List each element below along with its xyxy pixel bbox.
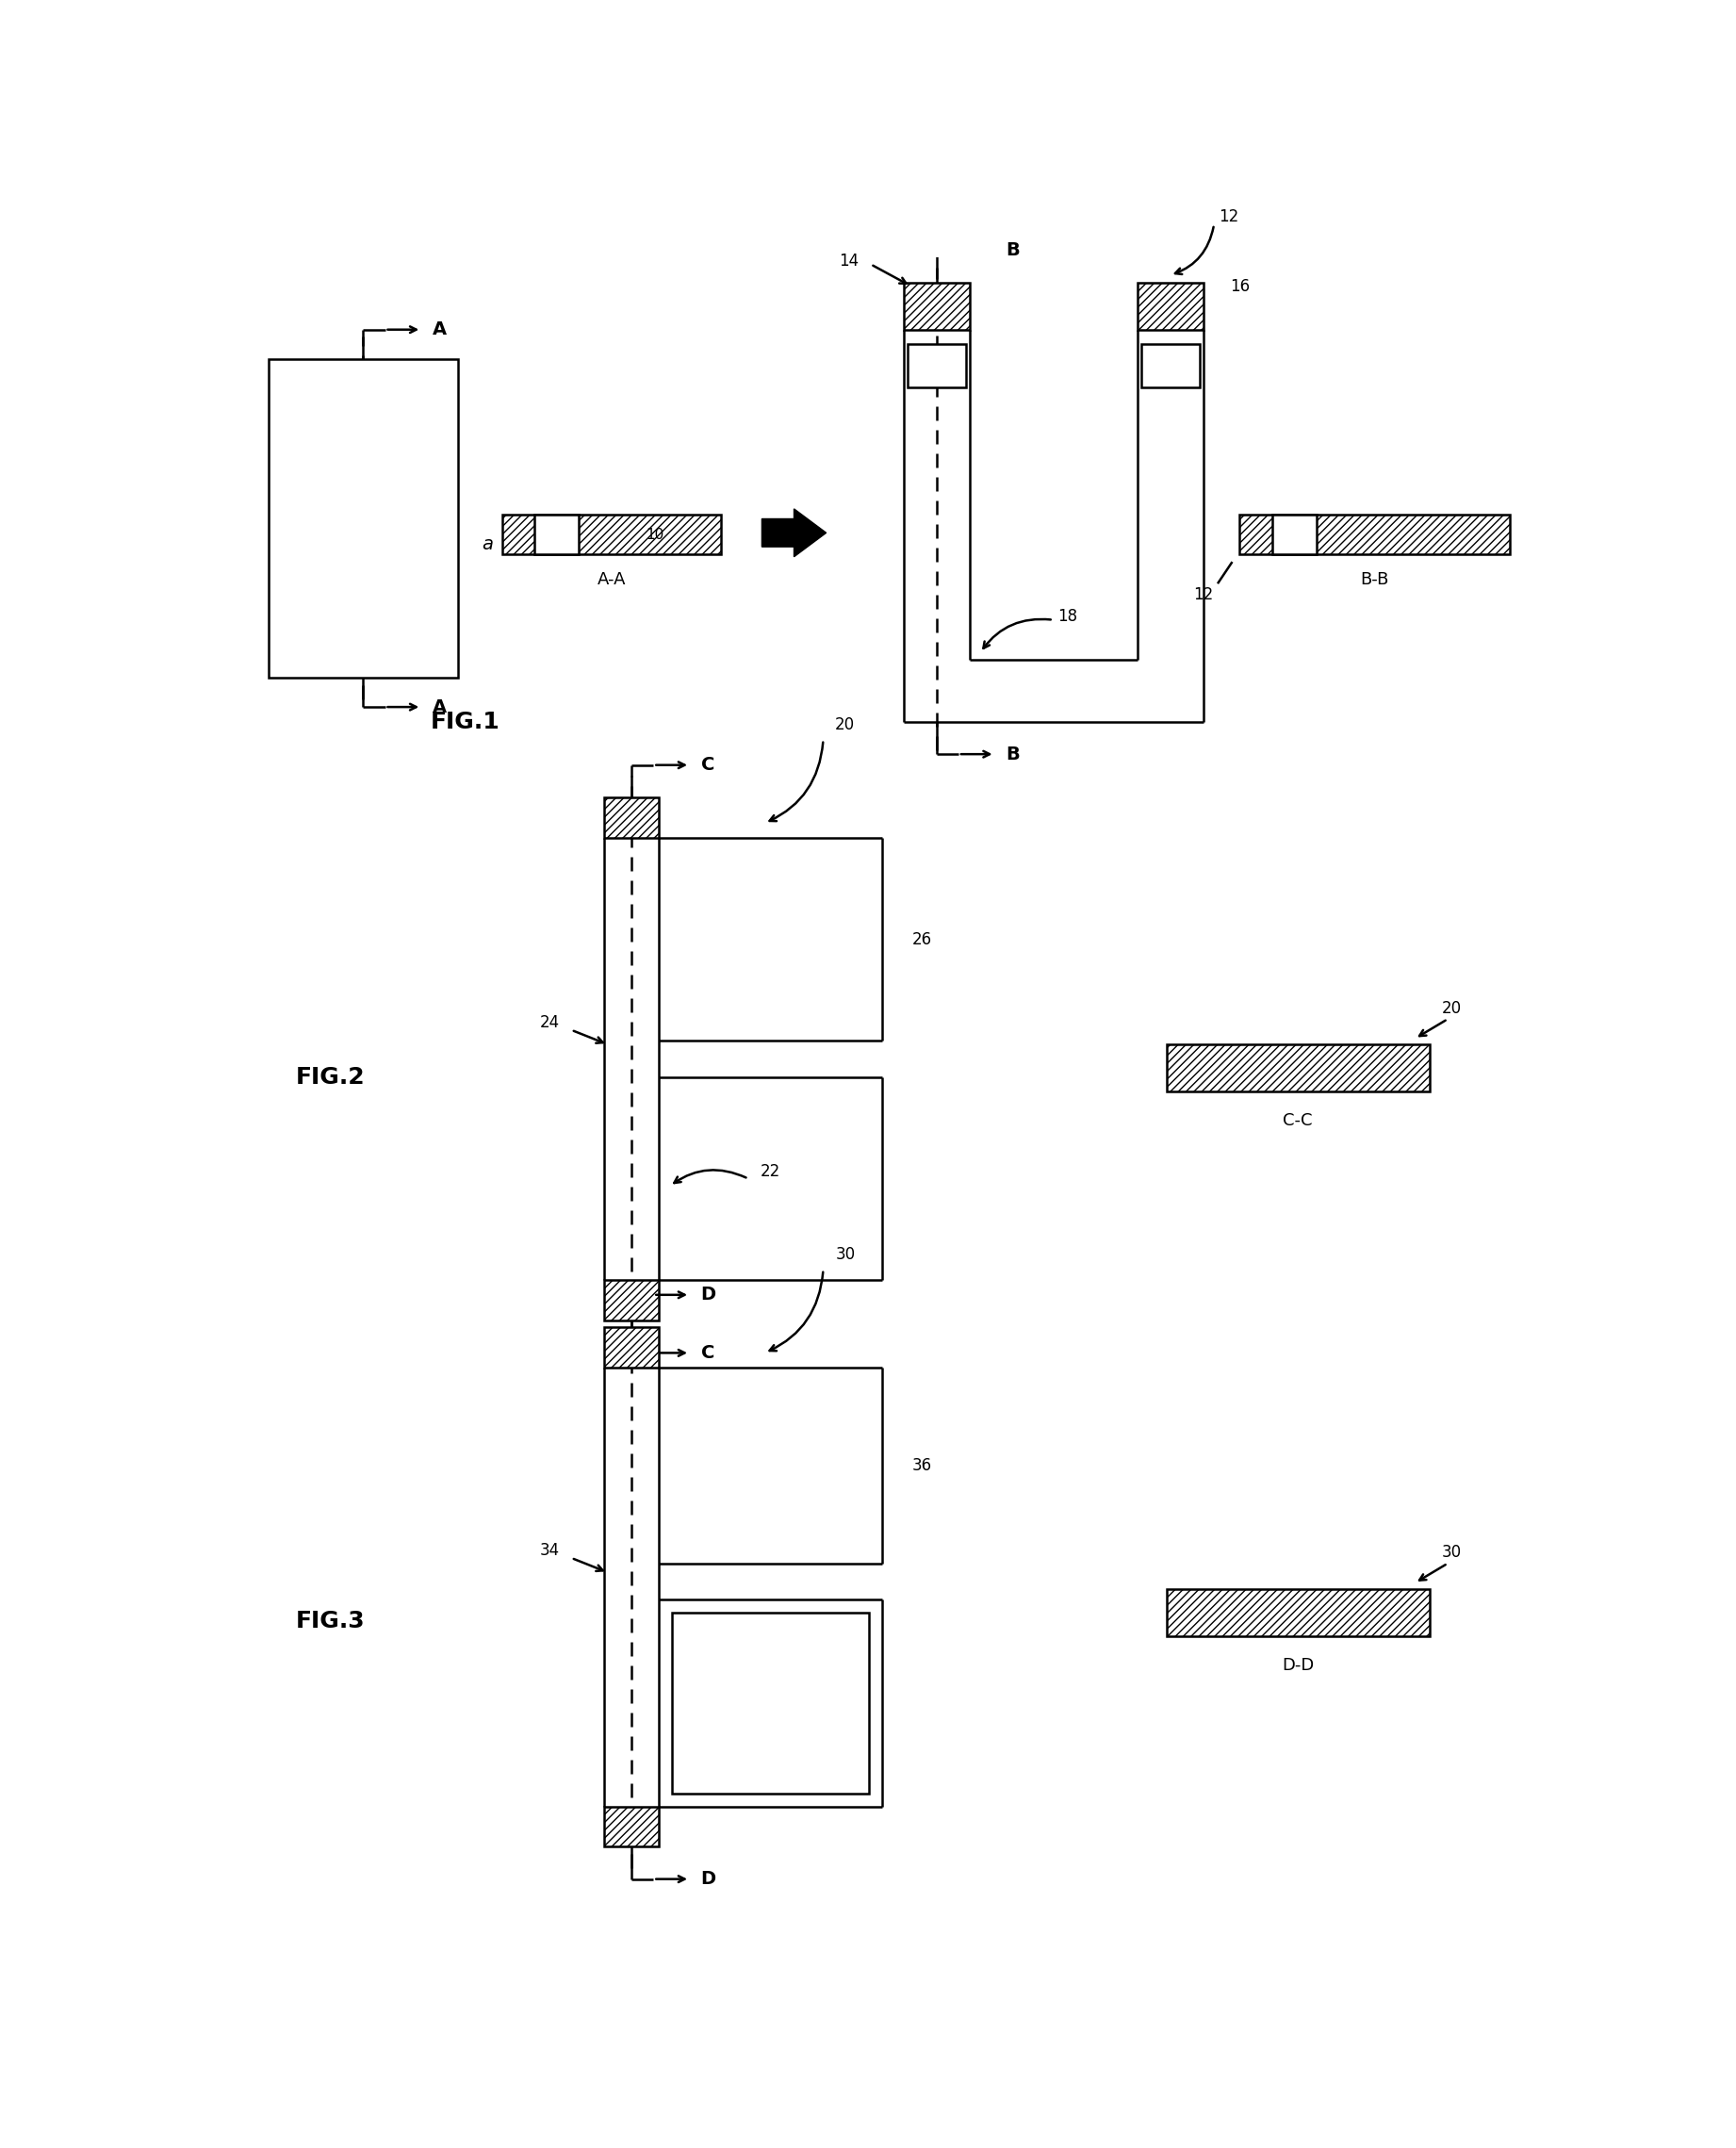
- Bar: [672, 1613, 868, 1794]
- Text: D-D: D-D: [1281, 1656, 1314, 1673]
- Text: 12: 12: [1193, 586, 1213, 604]
- Text: 14: 14: [838, 251, 859, 268]
- Text: C: C: [701, 756, 715, 773]
- Bar: [535, 516, 578, 554]
- Text: C: C: [701, 1345, 715, 1362]
- Text: 34: 34: [540, 1542, 559, 1559]
- Polygon shape: [762, 509, 826, 556]
- Text: 26: 26: [911, 930, 932, 947]
- Text: a: a: [481, 535, 493, 552]
- Text: 30: 30: [835, 1246, 856, 1263]
- Text: B-B: B-B: [1361, 571, 1389, 589]
- Text: 18: 18: [1057, 608, 1078, 625]
- Bar: [1167, 1590, 1429, 1637]
- Text: 12: 12: [1219, 208, 1238, 226]
- Bar: [1137, 281, 1203, 329]
- Bar: [604, 1280, 660, 1321]
- Text: FIG.2: FIG.2: [295, 1065, 365, 1089]
- Text: B: B: [1007, 745, 1021, 763]
- Text: e: e: [1290, 528, 1299, 541]
- Bar: [1272, 516, 1316, 554]
- Text: 36: 36: [911, 1456, 932, 1474]
- Bar: [1141, 344, 1200, 387]
- Text: 24: 24: [540, 1014, 559, 1031]
- Text: 22: 22: [760, 1162, 779, 1179]
- Text: 16: 16: [1229, 277, 1250, 294]
- Bar: [1167, 1044, 1429, 1091]
- Text: C-C: C-C: [1283, 1113, 1312, 1130]
- Text: b: b: [552, 528, 561, 541]
- Text: d: d: [1165, 357, 1175, 374]
- Text: 30: 30: [1441, 1544, 1462, 1562]
- Text: 10: 10: [373, 445, 398, 464]
- Bar: [604, 1327, 660, 1368]
- Text: 38 32: 38 32: [743, 1697, 783, 1710]
- Bar: [604, 1806, 660, 1847]
- Text: FIG.3: FIG.3: [295, 1611, 365, 1632]
- Bar: [908, 344, 965, 387]
- Text: D: D: [701, 1871, 715, 1888]
- Bar: [1240, 516, 1510, 554]
- Bar: [604, 797, 660, 838]
- Text: 20: 20: [835, 717, 856, 735]
- Bar: [502, 516, 720, 554]
- Text: A: A: [432, 320, 446, 339]
- Text: 10: 10: [646, 528, 665, 541]
- Text: c: c: [932, 357, 941, 374]
- Text: B: B: [1007, 241, 1021, 258]
- Text: FIG.1: FIG.1: [431, 711, 500, 732]
- Text: D: D: [701, 1287, 715, 1304]
- Text: A-A: A-A: [597, 571, 625, 589]
- Text: A: A: [432, 698, 446, 715]
- Bar: [267, 359, 458, 679]
- Text: 20: 20: [1441, 999, 1462, 1016]
- Bar: [903, 281, 969, 329]
